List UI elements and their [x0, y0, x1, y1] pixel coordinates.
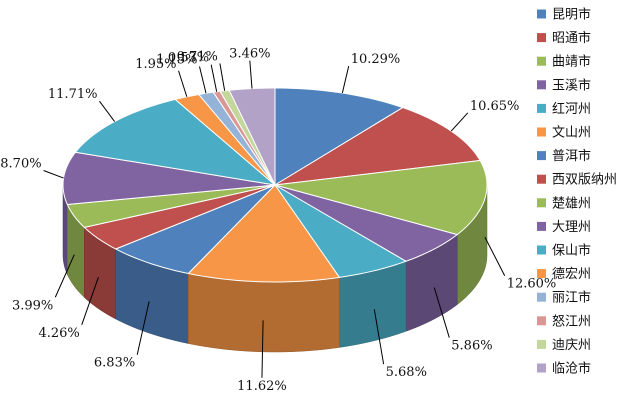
legend-label-6: 文山州: [552, 126, 591, 141]
value-labels: 10.29% 10.65% 12.60% 5.86% 5.68% 11.62% 6.83% 4…: [0, 47, 556, 394]
leader-line-11: [99, 100, 116, 122]
leader-line-1: [341, 66, 350, 94]
value-label-5: 5.68%: [386, 365, 427, 380]
value-label-7: 6.83%: [94, 356, 135, 371]
legend-swatch-14: [537, 316, 546, 326]
legend-label-15: 迪庆州: [552, 338, 591, 353]
legend-label-11: 保山市: [552, 243, 591, 259]
leader-line-5: [373, 309, 385, 365]
pie-slice-5: [274, 184, 407, 278]
legend-swatch-3: [537, 56, 546, 66]
legend-label-10: 大理州: [552, 220, 591, 235]
leader-line-10: [43, 170, 64, 179]
legend-label-3: 曲靖市: [552, 54, 591, 70]
value-label-3: 12.60%: [507, 277, 557, 292]
legend-swatch-16: [537, 363, 546, 373]
pie-top-faces: [62, 87, 488, 283]
legend-swatch-9: [537, 198, 546, 208]
value-label-15: 0.71%: [177, 49, 218, 64]
legend-swatch-15: [537, 339, 546, 349]
legend-label-1: 昆明市: [552, 7, 591, 23]
leader-line-8: [81, 277, 99, 326]
value-label-4: 5.86%: [451, 339, 492, 354]
pie-slice-1: [274, 87, 404, 186]
legend-swatch-11: [537, 245, 546, 255]
leader-line-2: [450, 112, 469, 132]
legend-swatch-5: [537, 103, 546, 113]
legend-label-12: 德宏州: [552, 267, 591, 282]
legend-swatch-10: [537, 221, 546, 231]
value-label-8: 4.26%: [38, 326, 79, 341]
value-label-10: 8.70%: [0, 157, 41, 172]
legend-label-9: 楚雄州: [552, 196, 591, 211]
leader-line-9: [54, 254, 75, 298]
pie-slice-4: [274, 184, 458, 262]
legend: 昆明市昭通市曲靖市玉溪市红河州文山州普洱市西双版纳州楚雄州大理州保山市德宏州丽江…: [537, 7, 617, 377]
legend-swatch-12: [537, 269, 546, 279]
value-label-9: 3.99%: [12, 298, 53, 313]
pie-slice-16: [228, 87, 276, 186]
value-label-14: 0.53%: [168, 51, 209, 66]
value-label-12: 1.95%: [135, 57, 176, 72]
value-label-6: 11.62%: [237, 379, 287, 394]
leader-line-7: [136, 301, 150, 355]
pie-side-walls: [62, 184, 488, 353]
legend-label-16: 临沧市: [552, 361, 591, 377]
legend-label-8: 西双版纳州: [552, 173, 617, 188]
legend-swatch-8: [537, 174, 546, 184]
legend-swatch-6: [537, 127, 546, 137]
value-label-1: 10.29%: [351, 52, 401, 67]
pie-slice-9: [66, 184, 276, 228]
value-label-13: 1.15%: [156, 52, 197, 67]
leader-line-12: [178, 70, 188, 97]
leader-line-14: [210, 64, 218, 92]
leader-line-13: [199, 66, 207, 94]
pie-side-6: [188, 273, 340, 353]
legend-label-14: 怒江州: [552, 314, 591, 329]
legend-swatch-13: [537, 292, 546, 302]
leader-line-6: [261, 320, 264, 378]
pie-slice-8: [83, 184, 276, 250]
legend-label-2: 昭通市: [552, 30, 591, 46]
leader-line-15: [219, 63, 226, 91]
legend-swatch-2: [537, 33, 546, 43]
leader-line-4: [433, 287, 450, 338]
pie-slice-6: [187, 184, 340, 283]
value-label-16: 3.46%: [229, 47, 270, 62]
legend-label-4: 玉溪市: [552, 77, 591, 93]
value-label-11: 11.71%: [48, 87, 98, 102]
value-label-2: 10.65%: [470, 99, 520, 114]
legend-swatch-1: [537, 9, 546, 19]
legend-label-7: 普洱市: [552, 148, 591, 164]
leader-line-16: [249, 60, 253, 89]
pie-slice-7: [115, 184, 276, 275]
legend-label-13: 丽江市: [552, 290, 591, 306]
pie-slice-3: [274, 160, 488, 236]
legend-label-5: 红河州: [552, 101, 591, 117]
legend-swatch-4: [537, 80, 546, 90]
leader-line-3: [484, 236, 506, 276]
label-leader-lines: [43, 60, 506, 378]
legend-swatch-7: [537, 151, 546, 161]
